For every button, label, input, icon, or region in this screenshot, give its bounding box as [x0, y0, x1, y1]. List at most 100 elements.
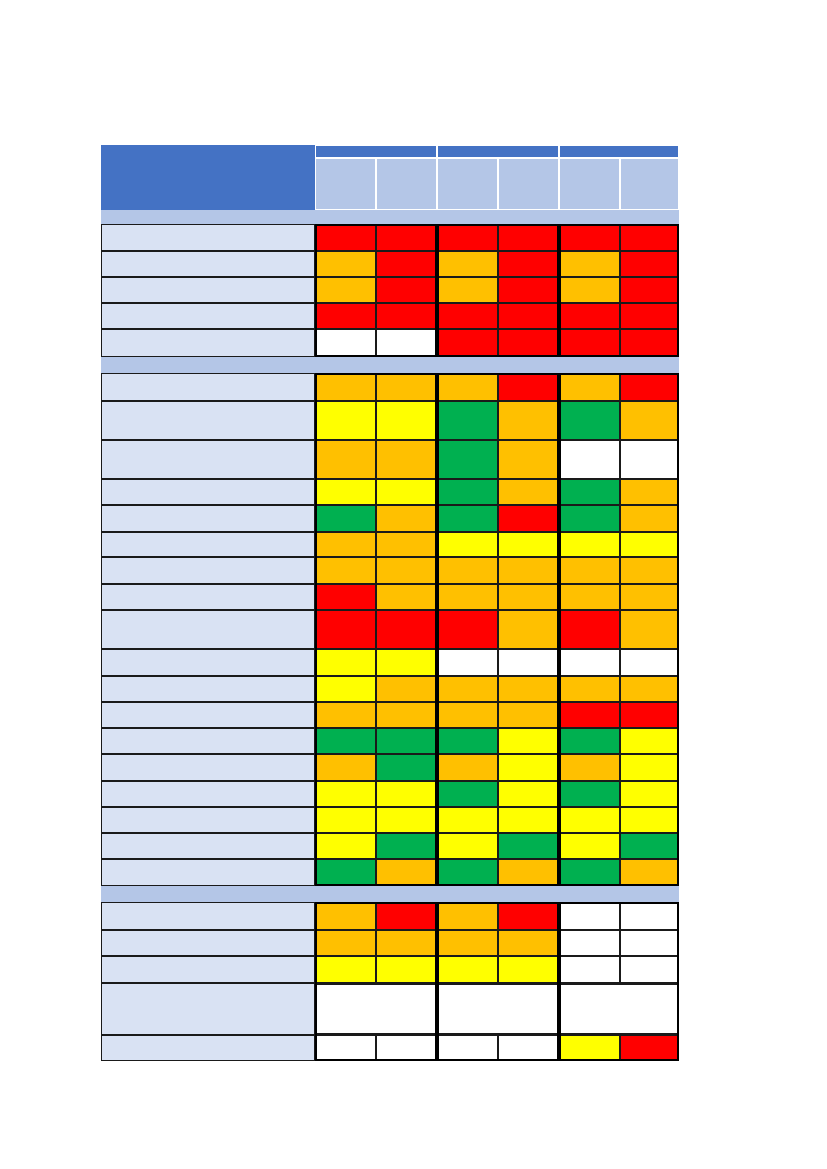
rating-cell: [559, 277, 620, 303]
row-label: [101, 676, 315, 702]
rating-cell: [376, 781, 437, 807]
rating-cell: [315, 373, 376, 401]
rating-cell: [620, 781, 679, 807]
row-label: [101, 728, 315, 754]
rating-cell: [315, 251, 376, 277]
rating-cell: [376, 833, 437, 859]
rating-cell: [315, 833, 376, 859]
rating-cell: [437, 833, 498, 859]
rating-cell: [376, 557, 437, 584]
rating-cell: [620, 930, 679, 956]
rating-cell: [376, 303, 437, 329]
row-label: [101, 983, 315, 1035]
rating-cell: [315, 440, 376, 479]
row-label: [101, 303, 315, 329]
row-label: [101, 859, 315, 886]
rating-cell: [315, 676, 376, 702]
rating-cell: [559, 440, 620, 479]
rating-cell: [498, 610, 559, 649]
rating-cell: [498, 1035, 559, 1061]
rating-cell: [376, 440, 437, 479]
rating-cell: [498, 373, 559, 401]
row-label: [101, 505, 315, 532]
rating-cell: [620, 277, 679, 303]
header-group-1: [315, 145, 437, 158]
rating-cell: [620, 702, 679, 728]
rating-cell: [559, 807, 620, 833]
rating-cell: [437, 329, 498, 357]
rating-cell: [315, 728, 376, 754]
rating-cell: [498, 728, 559, 754]
rating-cell: [559, 557, 620, 584]
rating-cell: [559, 859, 620, 886]
rating-cell: [376, 532, 437, 557]
rating-cell: [559, 1035, 620, 1061]
rating-cell: [437, 807, 498, 833]
rating-cell: [437, 440, 498, 479]
header-subcolumn-1: [315, 158, 376, 210]
rating-cell: [559, 505, 620, 532]
row-label: [101, 532, 315, 557]
rating-cell: [559, 930, 620, 956]
rating-cell: [437, 532, 498, 557]
row-label: [101, 224, 315, 251]
rating-cell: [437, 303, 498, 329]
row-label: [101, 401, 315, 440]
rating-cell: [559, 676, 620, 702]
section-header-bar-2: [101, 357, 679, 373]
rating-cell: [559, 373, 620, 401]
rating-cell: [620, 902, 679, 930]
rating-cell: [376, 956, 437, 983]
row-label: [101, 440, 315, 479]
rating-cell: [315, 781, 376, 807]
header-subcolumn-4: [498, 158, 559, 210]
rating-cell: [620, 649, 679, 676]
rating-cell: [376, 479, 437, 505]
rating-cell: [559, 479, 620, 505]
rating-cell: [315, 754, 376, 781]
rating-cell: [620, 440, 679, 479]
rating-cell: [376, 584, 437, 610]
rating-cell: [376, 373, 437, 401]
rating-cell: [437, 251, 498, 277]
rating-cell: [376, 859, 437, 886]
rating-cell: [620, 251, 679, 277]
rating-cell: [620, 1035, 679, 1061]
header-group-3: [559, 145, 679, 158]
rating-cell: [437, 401, 498, 440]
rating-cell: [498, 702, 559, 728]
rating-cell: [559, 956, 620, 983]
rating-cell: [376, 505, 437, 532]
header-subcolumn-5: [559, 158, 620, 210]
rating-cell: [620, 754, 679, 781]
rating-cell: [315, 649, 376, 676]
rating-cell: [620, 303, 679, 329]
rating-cell: [498, 754, 559, 781]
rating-cell: [498, 479, 559, 505]
rating-cell: [498, 859, 559, 886]
rating-cell: [437, 754, 498, 781]
rating-cell: [376, 754, 437, 781]
rating-cell: [437, 956, 498, 983]
rating-cell: [620, 584, 679, 610]
rating-cell: [437, 902, 498, 930]
rating-cell: [437, 584, 498, 610]
rating-cell: [437, 702, 498, 728]
rating-cell: [559, 649, 620, 676]
rating-cell: [498, 930, 559, 956]
rating-cell: [437, 859, 498, 886]
rating-cell: [437, 781, 498, 807]
rating-cell: [376, 610, 437, 649]
rating-cell: [376, 676, 437, 702]
rating-cell: [376, 902, 437, 930]
rating-cell: [620, 373, 679, 401]
rating-cell: [620, 859, 679, 886]
rating-cell: [437, 1035, 498, 1061]
rating-cell: [498, 401, 559, 440]
rating-cell: [315, 1035, 376, 1061]
rating-cell: [376, 224, 437, 251]
rating-cell: [620, 807, 679, 833]
rating-cell: [315, 956, 376, 983]
rating-cell: [559, 781, 620, 807]
rating-cell: [498, 303, 559, 329]
